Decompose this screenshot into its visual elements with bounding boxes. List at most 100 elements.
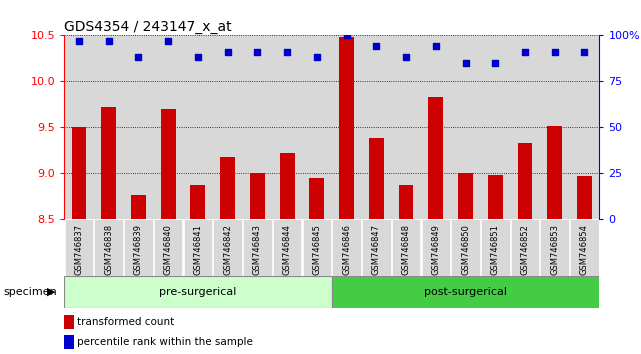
Bar [242, 35, 272, 219]
Text: GSM746853: GSM746853 [550, 224, 559, 275]
Text: GSM746854: GSM746854 [580, 224, 589, 275]
Text: GSM746839: GSM746839 [134, 224, 143, 275]
Text: percentile rank within the sample: percentile rank within the sample [78, 337, 253, 347]
Point [431, 44, 441, 49]
Point [163, 38, 173, 44]
Bar [547, 126, 562, 219]
Bar [153, 35, 183, 219]
Bar [72, 127, 87, 219]
Bar [369, 138, 384, 219]
Text: GSM746848: GSM746848 [401, 224, 410, 275]
Text: specimen: specimen [3, 287, 57, 297]
Point [371, 44, 381, 49]
Text: GSM746844: GSM746844 [283, 224, 292, 275]
Bar [339, 37, 354, 219]
FancyBboxPatch shape [540, 219, 569, 276]
Bar [213, 35, 242, 219]
FancyBboxPatch shape [332, 276, 599, 308]
Bar [302, 35, 332, 219]
Bar [421, 35, 451, 219]
Bar [221, 157, 235, 219]
Text: pre-surgerical: pre-surgerical [159, 287, 237, 297]
FancyBboxPatch shape [64, 276, 332, 308]
Point [579, 49, 590, 55]
FancyBboxPatch shape [392, 219, 420, 276]
FancyBboxPatch shape [94, 219, 123, 276]
Bar [570, 35, 599, 219]
Text: GSM746849: GSM746849 [431, 224, 440, 275]
Point [74, 38, 84, 44]
FancyBboxPatch shape [481, 219, 510, 276]
Bar [332, 35, 362, 219]
Bar [399, 184, 413, 219]
Text: GSM746840: GSM746840 [163, 224, 172, 275]
Text: ▶: ▶ [47, 287, 55, 297]
Bar [101, 107, 116, 219]
Point [549, 49, 560, 55]
Point [460, 60, 470, 66]
Text: GSM746846: GSM746846 [342, 224, 351, 275]
FancyBboxPatch shape [65, 219, 93, 276]
FancyBboxPatch shape [451, 219, 480, 276]
Text: GSM746845: GSM746845 [312, 224, 321, 275]
FancyBboxPatch shape [213, 219, 242, 276]
FancyBboxPatch shape [422, 219, 450, 276]
FancyBboxPatch shape [154, 219, 183, 276]
Point [282, 49, 292, 55]
Text: GSM746852: GSM746852 [520, 224, 529, 275]
Bar [540, 35, 570, 219]
Bar [64, 335, 74, 348]
FancyBboxPatch shape [570, 219, 599, 276]
Bar [94, 35, 124, 219]
FancyBboxPatch shape [511, 219, 539, 276]
FancyBboxPatch shape [183, 219, 212, 276]
Bar [517, 143, 533, 219]
Text: post-surgerical: post-surgerical [424, 287, 507, 297]
Bar [451, 35, 480, 219]
Text: GSM746841: GSM746841 [194, 224, 203, 275]
Point [133, 55, 144, 60]
Point [401, 55, 411, 60]
Bar [310, 178, 324, 219]
Text: GSM746851: GSM746851 [491, 224, 500, 275]
FancyBboxPatch shape [124, 219, 153, 276]
FancyBboxPatch shape [273, 219, 301, 276]
Text: GSM746843: GSM746843 [253, 224, 262, 275]
Text: transformed count: transformed count [78, 318, 175, 327]
Text: GSM746850: GSM746850 [461, 224, 470, 275]
FancyBboxPatch shape [362, 219, 390, 276]
Point [520, 49, 530, 55]
Bar [64, 35, 94, 219]
Bar [183, 35, 213, 219]
Bar [131, 195, 146, 219]
Bar [362, 35, 391, 219]
Bar [480, 35, 510, 219]
Bar [428, 97, 443, 219]
Point [312, 55, 322, 60]
Text: GDS4354 / 243147_x_at: GDS4354 / 243147_x_at [64, 21, 232, 34]
Bar [391, 35, 421, 219]
Bar [161, 109, 176, 219]
Bar [190, 184, 205, 219]
Bar [458, 173, 473, 219]
Bar [488, 175, 503, 219]
Text: GSM746842: GSM746842 [223, 224, 232, 275]
FancyBboxPatch shape [332, 219, 361, 276]
Bar [279, 153, 295, 219]
FancyBboxPatch shape [303, 219, 331, 276]
Bar [577, 176, 592, 219]
Bar [64, 315, 74, 329]
Text: GSM746837: GSM746837 [74, 224, 83, 275]
Point [222, 49, 233, 55]
Bar [124, 35, 153, 219]
Point [253, 49, 263, 55]
Bar [272, 35, 302, 219]
Point [104, 38, 114, 44]
FancyBboxPatch shape [243, 219, 272, 276]
Text: GSM746838: GSM746838 [104, 224, 113, 275]
Point [490, 60, 501, 66]
Text: GSM746847: GSM746847 [372, 224, 381, 275]
Bar [250, 173, 265, 219]
Point [342, 33, 352, 38]
Bar [510, 35, 540, 219]
